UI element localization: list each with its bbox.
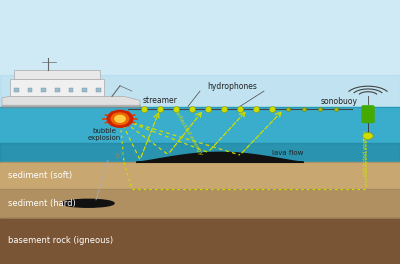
Text: refracted energy: refracted energy	[364, 130, 368, 176]
Ellipse shape	[62, 199, 114, 207]
Polygon shape	[2, 96, 140, 107]
Bar	[0, 162, 400, 189]
Text: bubble
explosion: bubble explosion	[87, 128, 121, 141]
Bar	[82, 88, 87, 92]
Text: sill: sill	[115, 151, 125, 160]
Text: streamer: streamer	[142, 96, 178, 105]
Bar	[69, 88, 74, 92]
Circle shape	[111, 113, 129, 125]
FancyBboxPatch shape	[362, 106, 374, 122]
Bar	[28, 88, 32, 92]
Text: lava flow: lava flow	[272, 150, 303, 156]
Bar	[0, 189, 400, 218]
Circle shape	[363, 133, 373, 139]
Bar	[10, 79, 104, 96]
Circle shape	[107, 110, 133, 127]
Bar	[41, 88, 46, 92]
Bar	[0, 107, 400, 162]
Text: basement rock (igneous): basement rock (igneous)	[8, 236, 113, 246]
Bar	[2, 105, 140, 107]
Text: sediment (soft): sediment (soft)	[8, 171, 72, 180]
Bar	[0, 218, 400, 264]
Bar	[55, 88, 60, 92]
Text: sonobuoy: sonobuoy	[321, 97, 358, 106]
Circle shape	[115, 115, 125, 122]
Bar	[14, 88, 19, 92]
Text: hydrophones: hydrophones	[207, 82, 257, 91]
Text: sediment (hard): sediment (hard)	[8, 199, 76, 208]
Bar	[0, 0, 400, 107]
Polygon shape	[136, 152, 304, 162]
Bar	[14, 70, 100, 79]
Bar	[96, 88, 101, 92]
Text: reflected energy: reflected energy	[173, 108, 203, 156]
Bar	[0, 75, 400, 107]
Bar	[0, 143, 400, 162]
